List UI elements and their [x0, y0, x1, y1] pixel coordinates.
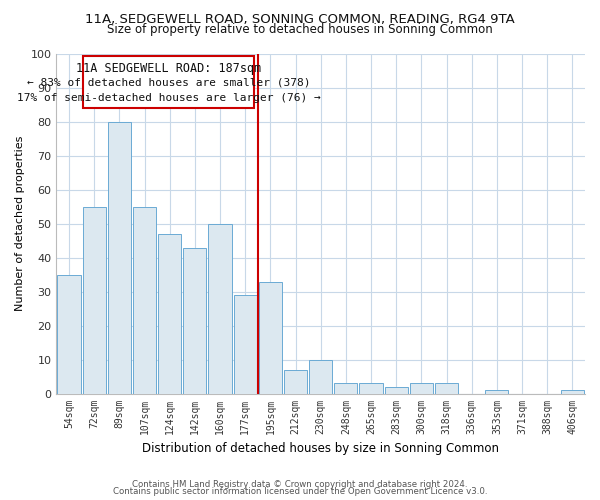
- Bar: [309, 360, 332, 394]
- Bar: [58, 274, 80, 394]
- Bar: [485, 390, 508, 394]
- Y-axis label: Number of detached properties: Number of detached properties: [15, 136, 25, 312]
- X-axis label: Distribution of detached houses by size in Sonning Common: Distribution of detached houses by size …: [142, 442, 499, 455]
- Bar: [435, 384, 458, 394]
- Text: Contains HM Land Registry data © Crown copyright and database right 2024.: Contains HM Land Registry data © Crown c…: [132, 480, 468, 489]
- Bar: [133, 207, 156, 394]
- Text: 11A SEDGEWELL ROAD: 187sqm: 11A SEDGEWELL ROAD: 187sqm: [76, 62, 261, 76]
- Bar: [233, 295, 257, 394]
- Bar: [284, 370, 307, 394]
- Text: 11A, SEDGEWELL ROAD, SONNING COMMON, READING, RG4 9TA: 11A, SEDGEWELL ROAD, SONNING COMMON, REA…: [85, 12, 515, 26]
- Bar: [108, 122, 131, 394]
- Bar: [334, 384, 358, 394]
- Bar: [410, 384, 433, 394]
- Bar: [83, 207, 106, 394]
- Bar: [385, 387, 408, 394]
- Text: Size of property relative to detached houses in Sonning Common: Size of property relative to detached ho…: [107, 22, 493, 36]
- Bar: [158, 234, 181, 394]
- FancyBboxPatch shape: [83, 56, 254, 108]
- Bar: [208, 224, 232, 394]
- Text: ← 83% of detached houses are smaller (378): ← 83% of detached houses are smaller (37…: [26, 78, 310, 88]
- Bar: [183, 248, 206, 394]
- Text: Contains public sector information licensed under the Open Government Licence v3: Contains public sector information licen…: [113, 487, 487, 496]
- Text: 17% of semi-detached houses are larger (76) →: 17% of semi-detached houses are larger (…: [17, 93, 320, 103]
- Bar: [359, 384, 383, 394]
- Bar: [561, 390, 584, 394]
- Bar: [259, 282, 282, 394]
